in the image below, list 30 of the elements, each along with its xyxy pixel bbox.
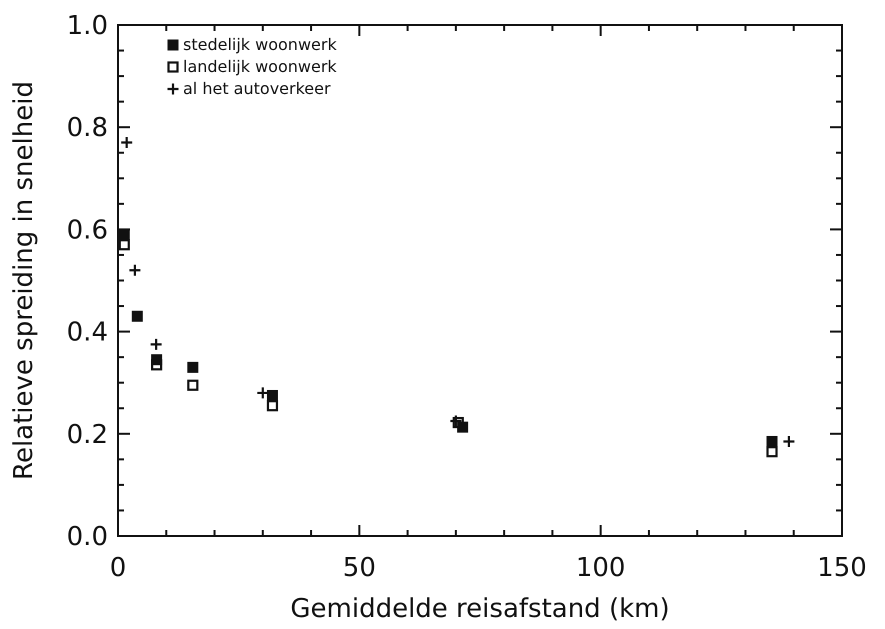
legend-label: al het autoverkeer [183, 79, 331, 98]
point [128, 264, 142, 277]
y-axis-title: Relatieve spreiding in snelheid [9, 81, 39, 480]
legend-label: stedelijk woonwerk [183, 35, 338, 54]
y-tick-label: 0.8 [66, 113, 108, 144]
x-tick-label: 0 [110, 553, 126, 583]
x-tick-label: 100 [576, 553, 626, 583]
y-tick-label: 1.0 [66, 11, 108, 41]
point [118, 239, 130, 250]
point [766, 436, 778, 447]
point [187, 380, 198, 391]
point [266, 400, 278, 412]
point [118, 229, 130, 240]
x-tick-label: 50 [342, 553, 376, 583]
point [151, 359, 162, 370]
y-tick-label: 0.4 [66, 318, 108, 348]
x-tick-label: 150 [817, 553, 867, 583]
y-tick-label: 0.2 [66, 420, 108, 450]
point [782, 434, 796, 448]
y-tick-label: 0.0 [66, 522, 108, 552]
y-tick-label: 0.6 [66, 215, 108, 246]
point [452, 416, 464, 428]
point [132, 310, 143, 322]
x-axis-title: Gemiddelde reisafstand (km) [290, 594, 670, 624]
point [120, 136, 134, 150]
legend-label: landelijk woonwerk [183, 57, 338, 76]
point [187, 362, 198, 373]
point [449, 414, 462, 428]
point [150, 338, 163, 351]
point [766, 446, 778, 458]
